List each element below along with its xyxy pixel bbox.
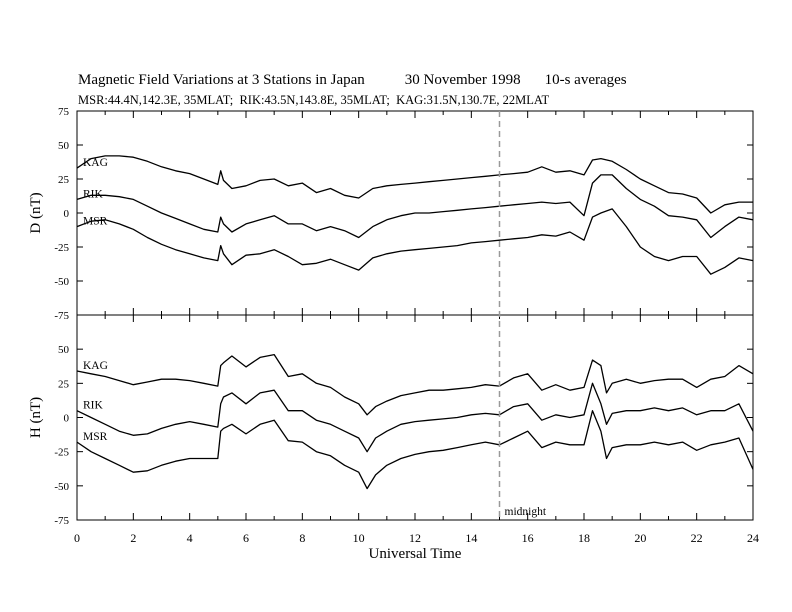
x-axis-label: Universal Time bbox=[369, 546, 462, 562]
series-label-rik: RIK bbox=[83, 188, 104, 200]
stations-info: MSR:44.4N,142.3E, 35MLAT; RIK:43.5N,143.… bbox=[78, 93, 550, 107]
y-tick-label: -75 bbox=[54, 515, 69, 527]
midnight-annotation: midnight bbox=[505, 506, 547, 518]
x-tick-label: 16 bbox=[522, 531, 534, 545]
chart-averaging: 10-s averages bbox=[544, 72, 627, 88]
y-tick-label: -50 bbox=[54, 481, 69, 493]
x-tick-label: 10 bbox=[353, 531, 365, 545]
x-tick-label: 20 bbox=[634, 531, 646, 545]
chart-title: Magnetic Field Variations at 3 Stations … bbox=[78, 72, 365, 88]
x-tick-label: 22 bbox=[691, 531, 703, 545]
x-tick-label: 0 bbox=[74, 531, 80, 545]
x-tick-label: 18 bbox=[578, 531, 590, 545]
y-tick-label: 25 bbox=[58, 174, 70, 186]
y-tick-label: 25 bbox=[58, 378, 70, 390]
x-tick-label: 8 bbox=[299, 531, 305, 545]
y-tick-label: 0 bbox=[64, 413, 70, 425]
series-line-kag bbox=[76, 353, 754, 416]
series-label-msr: MSR bbox=[83, 216, 108, 228]
y-axis-label: H (nT) bbox=[28, 397, 44, 438]
series-label-msr: MSR bbox=[83, 431, 108, 443]
x-tick-label: 2 bbox=[130, 531, 136, 545]
x-tick-label: 14 bbox=[465, 531, 477, 545]
panel-frame-2 bbox=[76, 314, 754, 521]
chart-title-line: Magnetic Field Variations at 3 Stations … bbox=[78, 72, 627, 89]
y-tick-label: -25 bbox=[54, 242, 69, 254]
y-axis-label: D (nT) bbox=[28, 192, 44, 233]
series-line-rik bbox=[76, 382, 754, 453]
y-tick-label: -50 bbox=[54, 276, 69, 288]
y-tick-label: 50 bbox=[58, 140, 70, 152]
series-line-kag bbox=[76, 155, 753, 214]
series-line-msr bbox=[76, 410, 754, 490]
y-tick-label: -25 bbox=[54, 447, 69, 459]
y-tick-label: 75 bbox=[58, 106, 70, 118]
series-line-msr bbox=[76, 208, 754, 275]
series-label-kag: KAG bbox=[83, 157, 108, 169]
chart-date: 30 November 1998 bbox=[404, 72, 521, 88]
x-tick-label: 6 bbox=[243, 531, 249, 545]
y-tick-label: 0 bbox=[64, 208, 70, 220]
y-tick-label: -75 bbox=[54, 310, 69, 322]
x-tick-label: 24 bbox=[747, 531, 759, 545]
series-label-rik: RIK bbox=[83, 400, 104, 412]
y-tick-label: 50 bbox=[58, 344, 70, 356]
x-tick-label: 4 bbox=[187, 531, 193, 545]
x-tick-label: 12 bbox=[409, 531, 421, 545]
series-line-rik bbox=[76, 174, 754, 239]
series-label-kag: KAG bbox=[83, 360, 108, 372]
